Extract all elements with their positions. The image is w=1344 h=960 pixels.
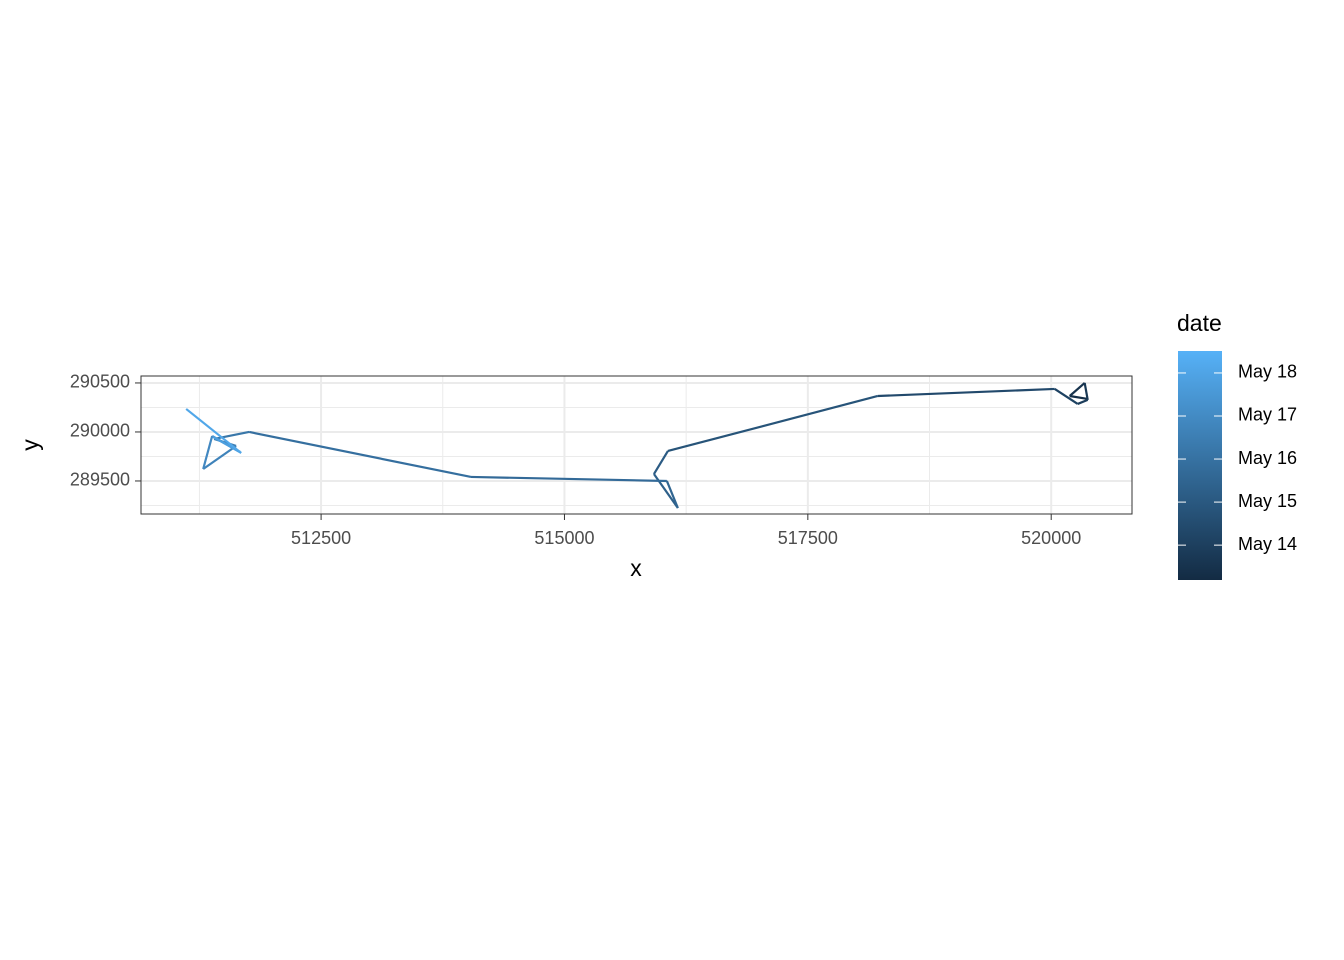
path-segment [202,435,214,470]
path-segment [202,445,237,470]
path-segment [1077,398,1089,405]
path-segment [1054,388,1079,405]
x-tick-label: 520000 [1021,528,1081,548]
legend-label: May 17 [1238,405,1297,425]
path-segment [248,430,472,479]
path-segment [877,387,1055,398]
path-segment [470,475,667,483]
y-tick-label: 290500 [70,372,130,392]
path-segment [652,450,669,475]
x-tick-label: 515000 [534,528,594,548]
y-tick-label: 289500 [70,470,130,490]
path-segment [667,394,879,453]
x-axis-title: x [630,555,642,581]
legend-label: May 14 [1238,534,1297,554]
legend-title: date [1177,310,1222,336]
path-segment [1083,382,1089,401]
path-segment [1069,394,1088,401]
x-tick-label: 512500 [291,528,351,548]
path-line [185,382,1089,509]
legend-label: May 18 [1238,362,1297,382]
x-tick-label: 517500 [778,528,838,548]
legend-label: May 16 [1238,448,1297,468]
path-segment [665,480,679,509]
colorbar [1178,351,1222,580]
path-segment [213,430,250,441]
path-segment [653,473,679,509]
path-segment [185,408,242,454]
legend-label: May 15 [1238,491,1297,511]
y-axis-title: y [17,439,43,451]
path-segment [1068,382,1086,397]
panel-border [140,375,1133,515]
grid [141,376,1132,514]
y-tick-label: 290000 [70,421,130,441]
